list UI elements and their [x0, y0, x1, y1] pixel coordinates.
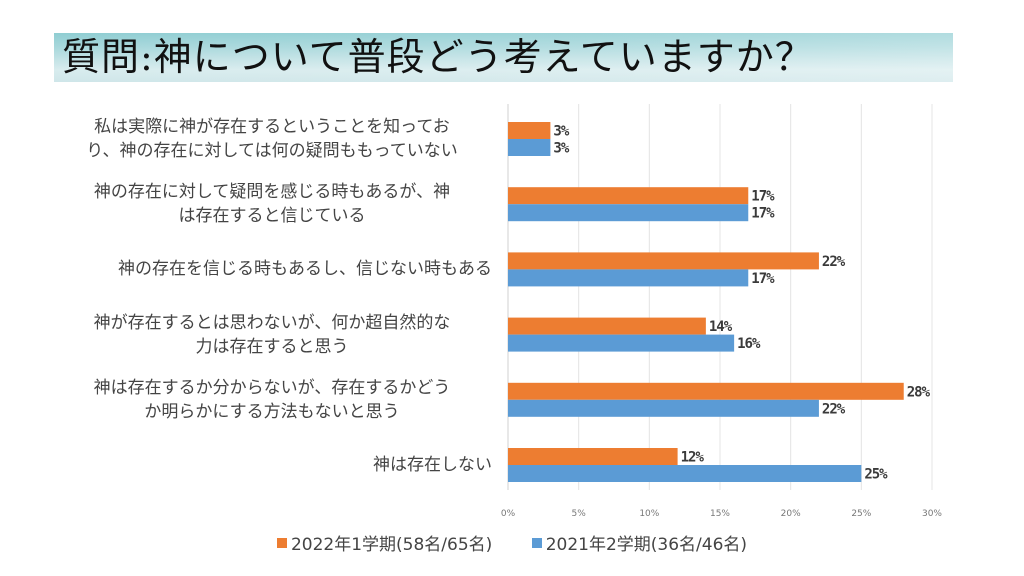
x-tick-label: 30%: [922, 509, 942, 519]
bar-2022: [508, 317, 706, 335]
data-label: 22%: [822, 401, 846, 417]
category-label-line: 力は存在すると思う: [195, 336, 349, 357]
category-label: 神は存在しない: [52, 453, 492, 477]
legend: 2022年1学期(58名/65名) 2021年2学期(36名/46名): [0, 530, 1024, 555]
x-tick-label: 0%: [501, 509, 516, 519]
x-tick-label: 20%: [781, 509, 801, 519]
x-tick-label: 15%: [710, 509, 730, 519]
bar-2022: [508, 252, 819, 270]
data-label: 28%: [907, 384, 931, 400]
data-label: 3%: [553, 141, 569, 157]
page-title: 質問:神について普段どう考えていますか？: [62, 35, 814, 79]
category-label: 私は実際に神が存在するということを知ってお り、神の存在に対しては何の疑問ももって…: [52, 115, 492, 163]
bar-2021: [508, 334, 735, 352]
category-label-line: 神の存在を信じる時もあるし、信じない時もある: [118, 259, 492, 280]
category-label: 神の存在を信じる時もあるし、信じない時もある: [52, 257, 492, 281]
category-label-line: 神の存在に対して疑問を感じる時もあるが、神: [93, 182, 451, 203]
data-label: 12%: [681, 450, 705, 466]
category-label-line: 神は存在するか分からないが、存在するかどう: [93, 377, 451, 398]
bar-2021: [508, 465, 862, 482]
category-label-line: 神が存在するとは思わないが、何か超自然的な: [93, 312, 451, 333]
legend-label-2022: 2022年1学期(58名/65名): [290, 535, 493, 555]
data-label: 3%: [553, 124, 569, 140]
bar-2022: [508, 448, 678, 465]
category-label-line: か明らかにする方法もないと思う: [144, 401, 400, 422]
category-label-line: り、神の存在に対しては何の疑問ももっていない: [86, 141, 458, 161]
category-label: 神は存在するか分からないが、存在するかどう か明らかにする方法もないと思う: [52, 376, 492, 424]
bar-2022: [508, 187, 749, 205]
x-tick-label: 10%: [639, 509, 659, 519]
legend-label-2021: 2021年2学期(36名/46名): [545, 535, 748, 555]
category-label-line: 神は存在しない: [373, 455, 492, 475]
x-tick-label: 25%: [851, 509, 871, 519]
data-label: 17%: [751, 189, 775, 205]
data-label: 25%: [864, 467, 888, 483]
data-label: 17%: [751, 206, 775, 222]
category-label-line: 私は実際に神が存在するということを知ってお: [94, 117, 450, 137]
legend-swatch-2022: [276, 537, 287, 548]
bar-2022: [508, 382, 904, 400]
data-label: 17%: [751, 271, 775, 287]
bar-2021: [508, 399, 819, 417]
bar-2021: [508, 139, 551, 156]
bar-2021: [508, 269, 749, 287]
legend-swatch-2021: [531, 537, 542, 548]
legend-item-2022: 2022年1学期(58名/65名): [276, 530, 493, 555]
data-label: 22%: [822, 254, 846, 270]
category-label-line: は存在すると信じている: [178, 206, 366, 227]
category-label: 神の存在に対して疑問を感じる時もあるが、神 は存在すると信じている: [52, 180, 492, 228]
category-label: 神が存在するとは思わないが、何か超自然的な 力は存在すると思う: [52, 311, 492, 359]
data-label: 16%: [737, 336, 761, 352]
data-label: 14%: [709, 319, 733, 335]
bar-2021: [508, 204, 749, 222]
title-banner: 質問:神について普段どう考えていますか？: [54, 33, 953, 82]
bar-2022: [508, 122, 551, 139]
x-tick-label: 5%: [572, 509, 587, 519]
legend-item-2021: 2021年2学期(36名/46名): [531, 530, 748, 555]
